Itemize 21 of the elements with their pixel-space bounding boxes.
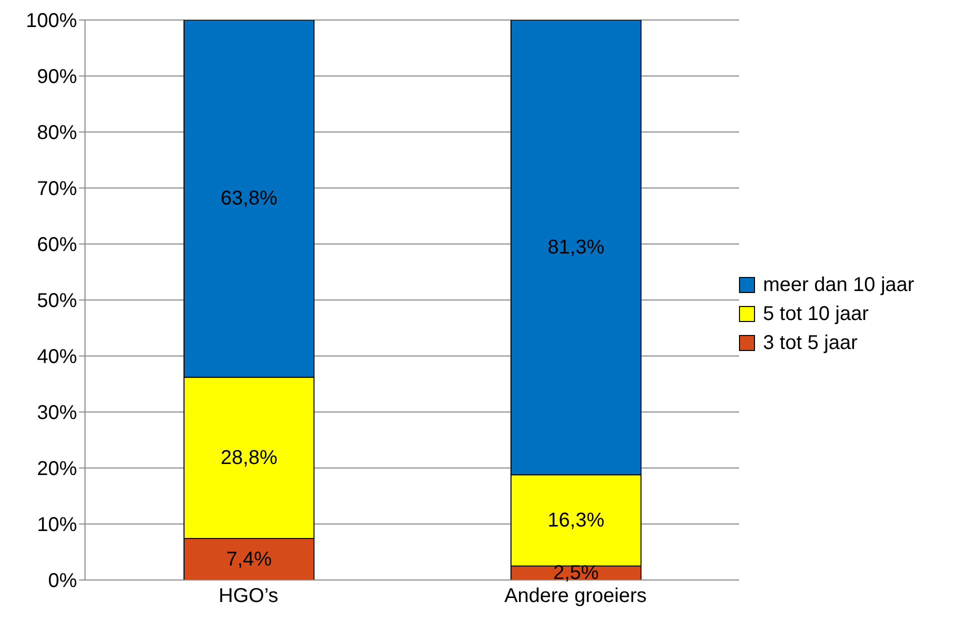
data-label: 81,3%	[548, 236, 605, 258]
data-label: 7,4%	[226, 548, 272, 570]
y-tick-label: 0%	[48, 570, 78, 592]
y-tick-label: 20%	[36, 458, 78, 480]
y-tick-label: 40%	[36, 346, 78, 368]
data-label: 28,8%	[220, 446, 278, 469]
x-tick-label: Andere groeiers	[504, 585, 647, 608]
y-tick-label: 80%	[36, 122, 78, 144]
y-tick-label: 10%	[36, 514, 78, 536]
y-tick-label: 30%	[36, 402, 78, 424]
x-tick-label: HGO’s	[218, 585, 278, 608]
legend-label: 5 tot 10 jaar	[763, 302, 869, 326]
data-label: 63,8%	[220, 188, 278, 210]
legend-label: 3 tot 5 jaar	[763, 332, 858, 354]
y-tick-label: 90%	[36, 66, 78, 88]
legend-label: meer dan 10 jaar	[763, 274, 914, 296]
y-tick-label: 70%	[36, 178, 78, 200]
y-tick-label: 100%	[26, 10, 78, 32]
y-tick-label: 50%	[36, 290, 78, 312]
data-label: 16,3%	[548, 509, 605, 532]
y-tick-label: 60%	[36, 234, 78, 256]
